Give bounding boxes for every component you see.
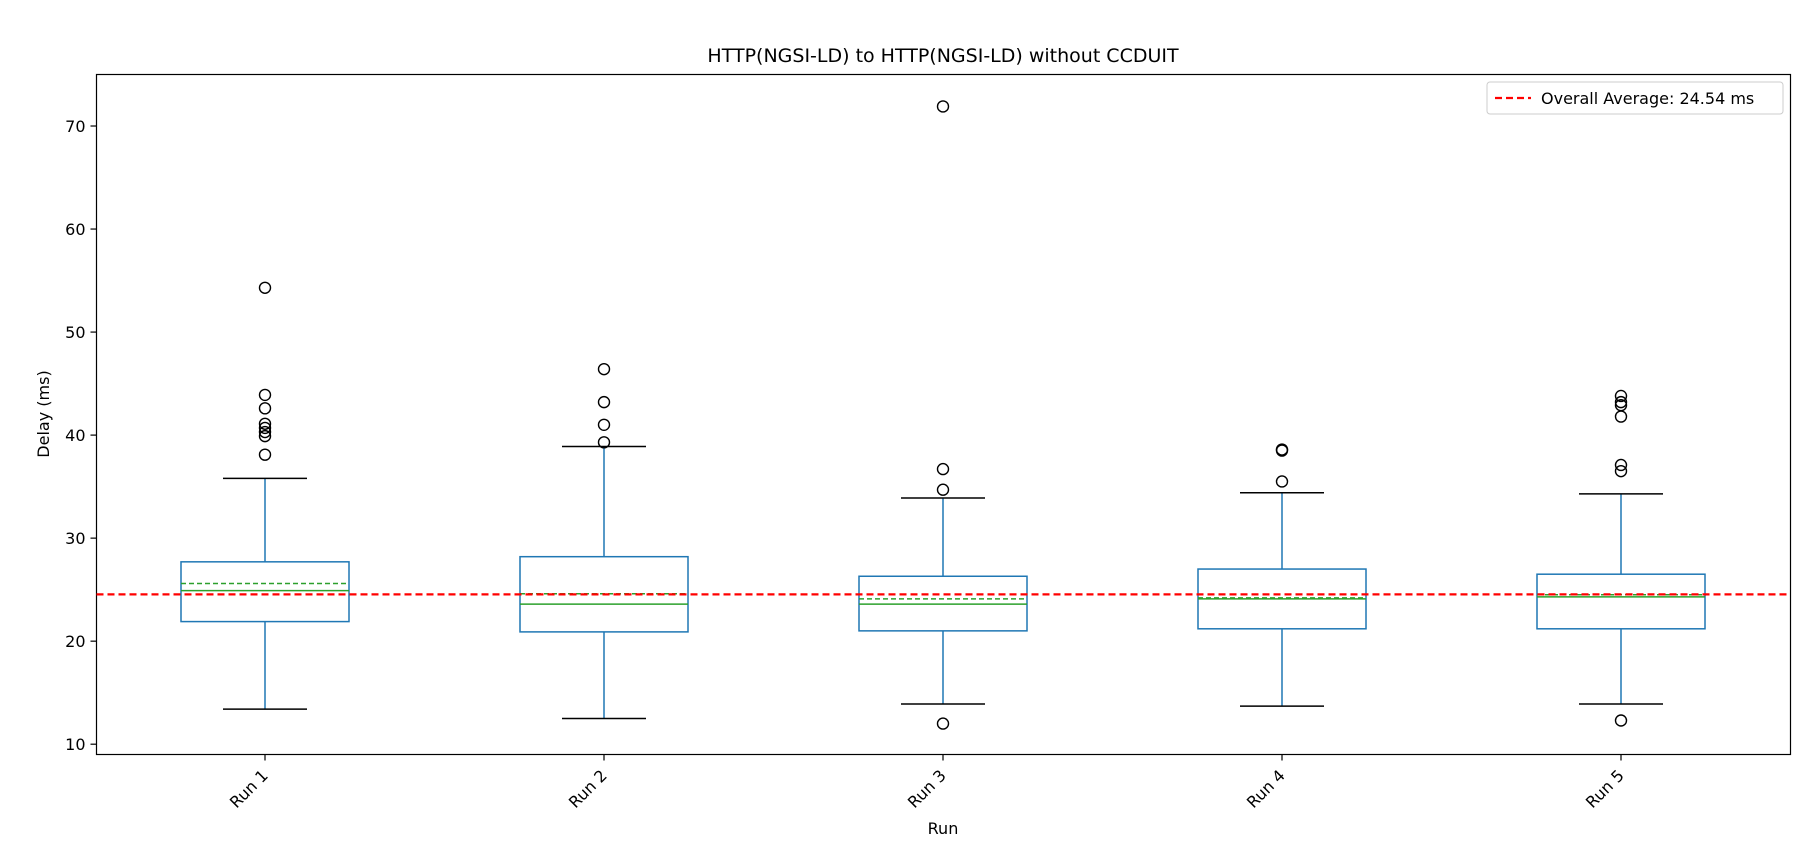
outlier-point	[1275, 475, 1289, 488]
outlier-point	[1275, 443, 1289, 456]
outlier-point	[258, 425, 272, 439]
outlier-point	[597, 418, 611, 432]
box-1	[180, 281, 350, 710]
outlier-point	[1614, 399, 1628, 412]
outlier-point	[936, 100, 950, 113]
box-2	[519, 362, 689, 720]
outlier-point	[936, 462, 950, 476]
x-axis-label: Run	[928, 819, 959, 838]
y-tick-label: 70	[65, 117, 85, 136]
legend: Overall Average: 24.54 ms	[1486, 81, 1784, 115]
outlier-point	[258, 429, 272, 443]
outlier-point	[258, 421, 272, 435]
iqr-box	[1536, 573, 1706, 630]
outlier-point	[1614, 464, 1628, 478]
outlier-point	[258, 448, 272, 461]
box-5	[1536, 389, 1706, 727]
y-tick-label: 10	[65, 735, 85, 754]
y-tick-label: 60	[65, 220, 85, 239]
iqr-box	[180, 561, 350, 623]
y-tick-label: 40	[65, 426, 85, 445]
box-4	[1197, 443, 1367, 707]
outlier-point	[936, 717, 950, 730]
outlier-point	[1614, 714, 1628, 727]
y-tick-label: 20	[65, 632, 85, 651]
chart-title: HTTP(NGSI-LD) to HTTP(NGSI-LD) without C…	[707, 45, 1179, 67]
x-tick-label: Run 3	[904, 766, 950, 812]
outlier-point	[597, 436, 611, 449]
outlier-point	[1614, 389, 1628, 403]
outlier-point	[936, 483, 950, 496]
outlier-point	[1614, 458, 1628, 472]
outlier-point	[597, 395, 611, 409]
box-series	[180, 100, 1706, 730]
x-tick-label: Run 5	[1582, 766, 1628, 812]
outlier-point	[258, 417, 272, 430]
legend-frame	[1486, 81, 1784, 115]
outlier-point	[1614, 410, 1628, 423]
outlier-point	[258, 281, 272, 294]
y-axis: 10 20 30 40 50 60 70	[65, 117, 97, 754]
box-3	[858, 100, 1028, 730]
y-tick-label: 30	[65, 529, 85, 548]
outlier-point	[597, 362, 611, 376]
outlier-point	[258, 388, 272, 402]
legend-label-overall-average: Overall Average: 24.54 ms	[1541, 89, 1754, 108]
x-tick-label: Run 4	[1243, 766, 1289, 812]
outlier-point	[258, 402, 272, 415]
x-tick-label: Run 1	[226, 766, 272, 812]
x-tick-label: Run 2	[565, 766, 611, 812]
y-axis-label: Delay (ms)	[34, 370, 53, 457]
y-tick-label: 50	[65, 323, 85, 342]
x-axis: Run 1 Run 2 Run 3 Run 4 Run 5	[226, 754, 1628, 812]
outlier-point	[1614, 395, 1628, 409]
